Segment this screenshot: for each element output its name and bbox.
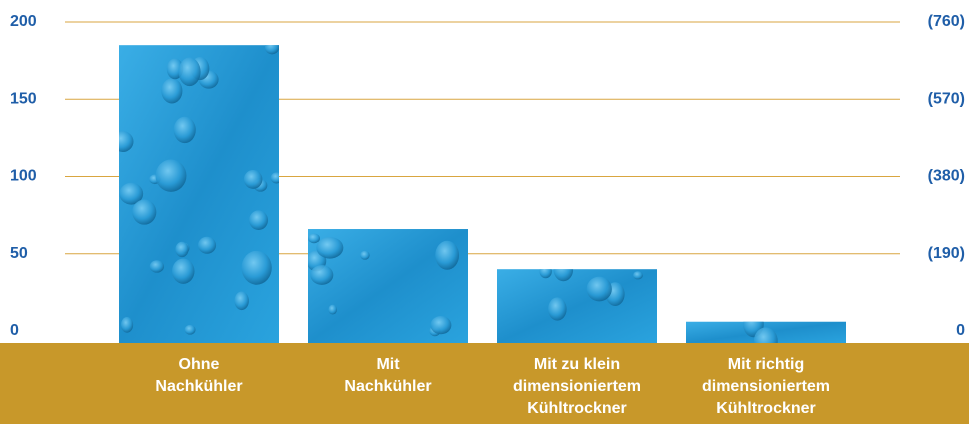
y-tick-label: 50 — [10, 245, 28, 262]
water-drop — [633, 271, 643, 279]
x-tick-label: Kühltrockner — [527, 400, 627, 417]
y2-tick-label: (760) — [928, 13, 965, 30]
x-tick-label: Nachkühler — [344, 378, 431, 395]
water-drop — [548, 297, 567, 320]
water-drop — [185, 325, 196, 335]
y-tick-label: 100 — [10, 168, 37, 185]
y-tick-label: 150 — [10, 90, 37, 107]
water-drop — [179, 58, 201, 87]
x-tick-label: Mit — [376, 356, 400, 373]
water-drop — [271, 172, 283, 183]
water-drop — [121, 317, 133, 333]
water-drop — [172, 259, 194, 284]
water-drop — [249, 210, 268, 230]
y-tick-label: 200 — [10, 13, 37, 30]
water-drop — [242, 251, 272, 285]
y2-tick-label: (190) — [928, 245, 965, 262]
x-tick-label: dimensioniertem — [513, 378, 641, 395]
water-drop — [435, 241, 459, 270]
y2-tick-label: 0 — [956, 322, 965, 339]
x-tick-label: Mit richtig — [728, 356, 804, 373]
x-tick-label: Ohne — [179, 356, 220, 373]
water-drop — [308, 233, 320, 243]
water-drop — [234, 292, 248, 311]
water-drop — [150, 260, 164, 272]
water-drop — [174, 117, 196, 143]
y-tick-label: 0 — [10, 322, 19, 339]
water-drop — [316, 237, 343, 259]
water-drop — [430, 316, 451, 334]
y2-tick-label: (380) — [928, 168, 965, 185]
water-drop — [310, 265, 333, 285]
chart: 0 50 100 150 200 0 (190) (380) (570) (760) Ohne Nac… — [0, 0, 969, 424]
water-drop — [156, 159, 187, 191]
water-drop — [360, 251, 370, 260]
bar — [497, 269, 657, 343]
x-tick-label: Mit zu klein — [534, 356, 620, 373]
water-drop — [198, 237, 216, 254]
water-drop — [265, 40, 279, 54]
water-drop — [132, 199, 156, 224]
x-tick-label: Nachkühler — [155, 378, 242, 395]
y2-tick-label: (570) — [928, 90, 965, 107]
water-drop — [587, 277, 612, 302]
water-drop — [112, 131, 133, 152]
x-tick-label: Kühltrockner — [716, 400, 816, 417]
water-drop — [539, 265, 551, 279]
water-drop — [161, 78, 182, 103]
water-drop — [554, 258, 573, 281]
water-drop — [244, 170, 263, 189]
water-drop — [328, 305, 337, 315]
x-tick-label: dimensioniertem — [702, 378, 830, 395]
water-drop — [175, 242, 188, 257]
